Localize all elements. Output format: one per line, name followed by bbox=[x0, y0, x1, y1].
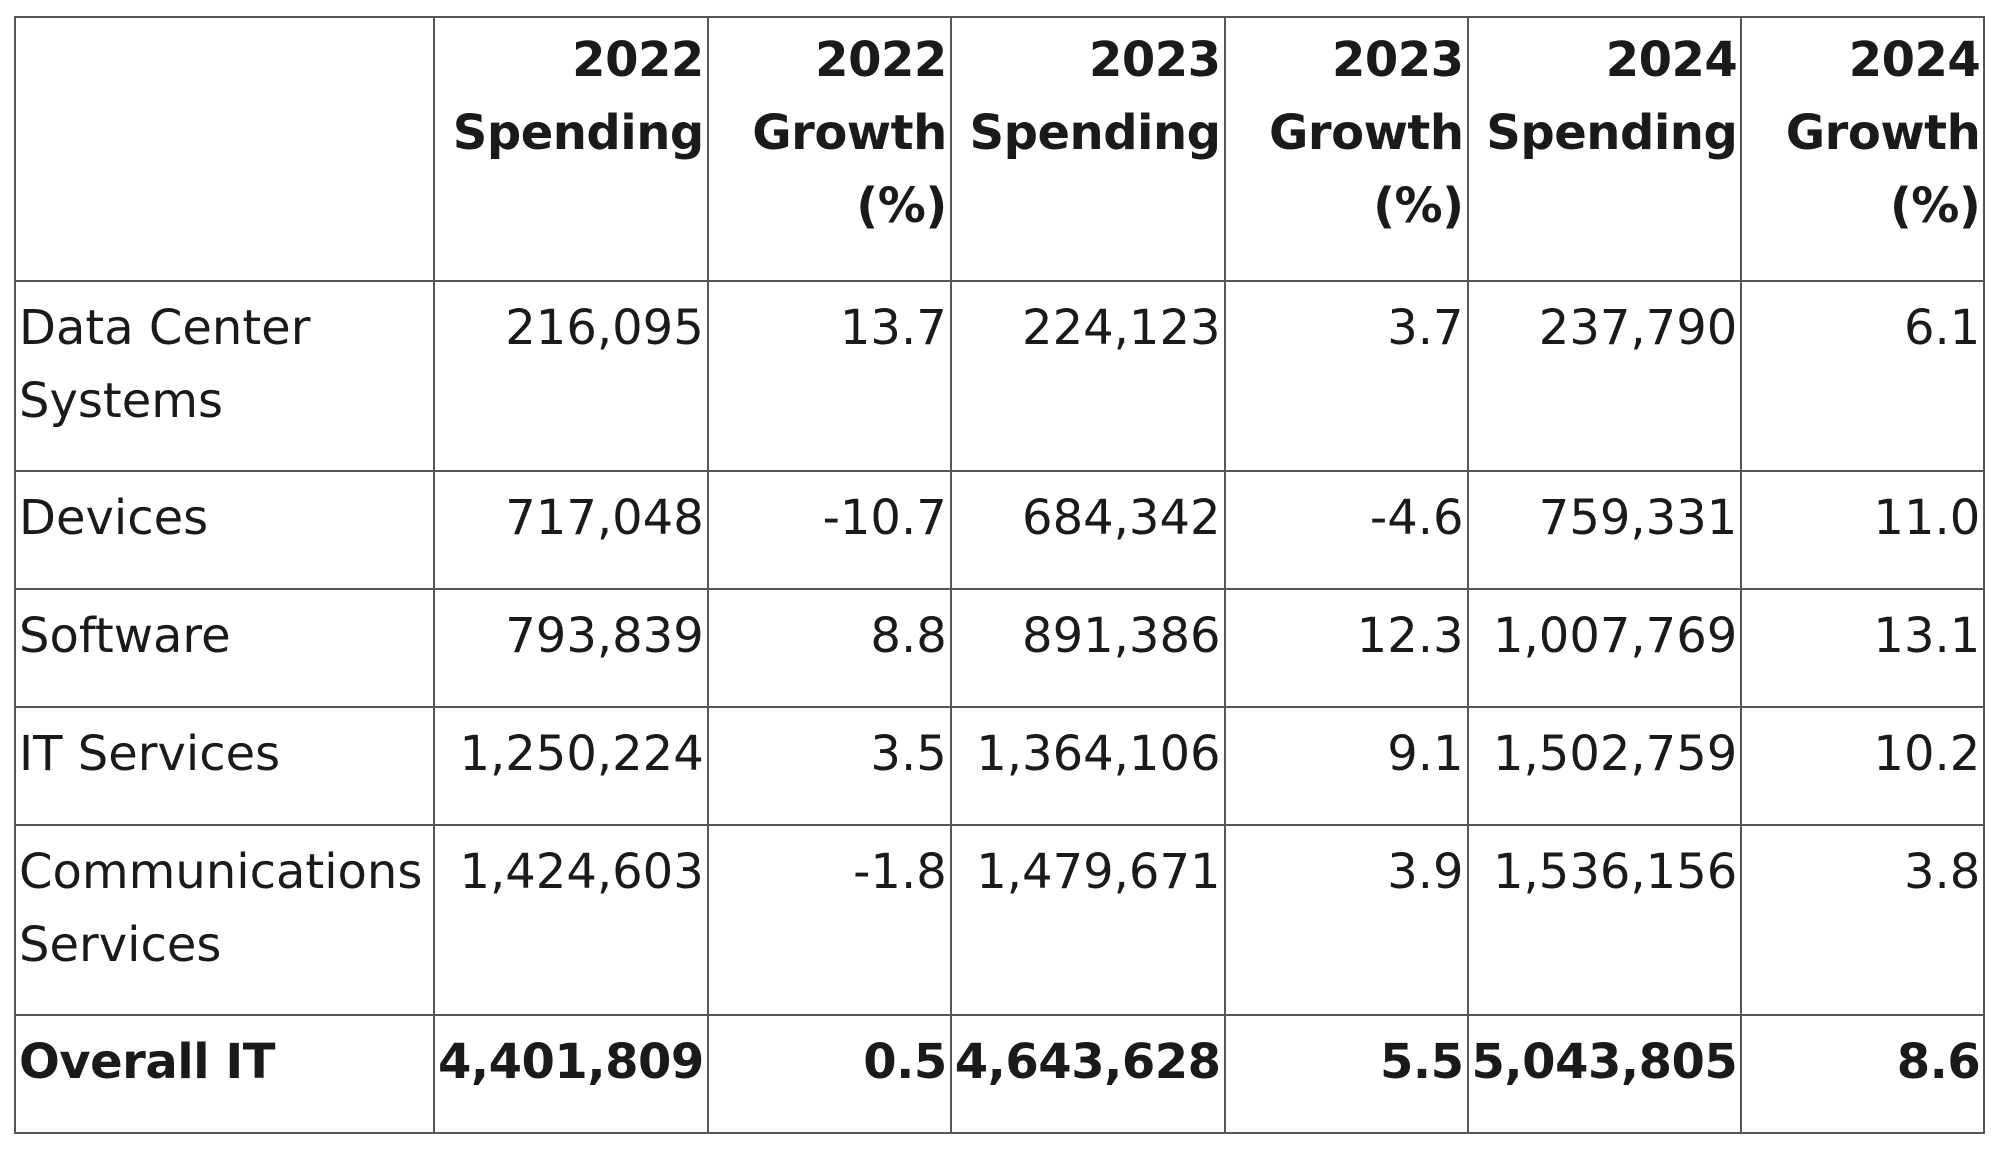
row-label: Software bbox=[14, 588, 435, 708]
cell-2022-spending: 1,424,603 bbox=[433, 824, 709, 1016]
cell-2022-spending: 4,401,809 bbox=[433, 1014, 709, 1134]
cell-2022-spending: 793,839 bbox=[433, 588, 709, 708]
header-2022-growth: 2022 Growth (%) bbox=[706, 16, 952, 282]
header-2023-spending: 2023 Spending bbox=[949, 16, 1226, 282]
table-row-devices: Devices 717,048 -10.7 684,342 -4.6 759,3… bbox=[14, 470, 1986, 590]
table-row-data-center-systems: Data Center Systems 216,095 13.7 224,123… bbox=[14, 280, 1986, 472]
cell-2024-spending: 1,536,156 bbox=[1466, 824, 1743, 1016]
row-label: Communications Services bbox=[14, 824, 435, 1016]
cell-2022-growth: -10.7 bbox=[706, 470, 952, 590]
cell-2023-growth: 5.5 bbox=[1223, 1014, 1469, 1134]
cell-2024-spending: 759,331 bbox=[1466, 470, 1743, 590]
row-label: IT Services bbox=[14, 706, 435, 826]
row-label: Devices bbox=[14, 470, 435, 590]
cell-2024-growth: 13.1 bbox=[1740, 588, 1986, 708]
header-2024-growth: 2024 Growth (%) bbox=[1740, 16, 1986, 282]
cell-2022-growth: -1.8 bbox=[706, 824, 952, 1016]
cell-2024-spending: 1,502,759 bbox=[1466, 706, 1743, 826]
cell-2023-growth: 9.1 bbox=[1223, 706, 1469, 826]
cell-2023-growth: -4.6 bbox=[1223, 470, 1469, 590]
cell-2024-growth: 10.2 bbox=[1740, 706, 1986, 826]
cell-2022-spending: 717,048 bbox=[433, 470, 709, 590]
table-row-communications-services: Communications Services 1,424,603 -1.8 1… bbox=[14, 824, 1986, 1016]
row-label: Data Center Systems bbox=[14, 280, 435, 472]
header-2023-growth: 2023 Growth (%) bbox=[1223, 16, 1469, 282]
cell-2024-spending: 237,790 bbox=[1466, 280, 1743, 472]
table-row-it-services: IT Services 1,250,224 3.5 1,364,106 9.1 … bbox=[14, 706, 1986, 826]
table-row-software: Software 793,839 8.8 891,386 12.3 1,007,… bbox=[14, 588, 1986, 708]
row-label: Overall IT bbox=[14, 1014, 435, 1134]
cell-2023-spending: 4,643,628 bbox=[949, 1014, 1226, 1134]
cell-2022-spending: 1,250,224 bbox=[433, 706, 709, 826]
cell-2023-spending: 891,386 bbox=[949, 588, 1226, 708]
header-corner bbox=[14, 16, 435, 282]
cell-2024-growth: 3.8 bbox=[1740, 824, 1986, 1016]
cell-2024-growth: 11.0 bbox=[1740, 470, 1986, 590]
cell-2024-spending: 1,007,769 bbox=[1466, 588, 1743, 708]
cell-2023-spending: 1,364,106 bbox=[949, 706, 1226, 826]
cell-2024-growth: 6.1 bbox=[1740, 280, 1986, 472]
table-row-overall-it: Overall IT 4,401,809 0.5 4,643,628 5.5 5… bbox=[14, 1014, 1986, 1134]
cell-2022-growth: 3.5 bbox=[706, 706, 952, 826]
cell-2023-spending: 1,479,671 bbox=[949, 824, 1226, 1016]
cell-2024-growth: 8.6 bbox=[1740, 1014, 1986, 1134]
cell-2023-spending: 224,123 bbox=[949, 280, 1226, 472]
cell-2023-spending: 684,342 bbox=[949, 470, 1226, 590]
cell-2023-growth: 3.9 bbox=[1223, 824, 1469, 1016]
it-spending-table: 2022 Spending 2022 Growth (%) 2023 Spending … bbox=[14, 16, 1986, 1134]
cell-2024-spending: 5,043,805 bbox=[1466, 1014, 1743, 1134]
header-2022-spending: 2022 Spending bbox=[433, 16, 709, 282]
cell-2023-growth: 3.7 bbox=[1223, 280, 1469, 472]
cell-2022-growth: 13.7 bbox=[706, 280, 952, 472]
cell-2022-growth: 8.8 bbox=[706, 588, 952, 708]
cell-2022-spending: 216,095 bbox=[433, 280, 709, 472]
header-2024-spending: 2024 Spending bbox=[1466, 16, 1743, 282]
cell-2022-growth: 0.5 bbox=[706, 1014, 952, 1134]
cell-2023-growth: 12.3 bbox=[1223, 588, 1469, 708]
